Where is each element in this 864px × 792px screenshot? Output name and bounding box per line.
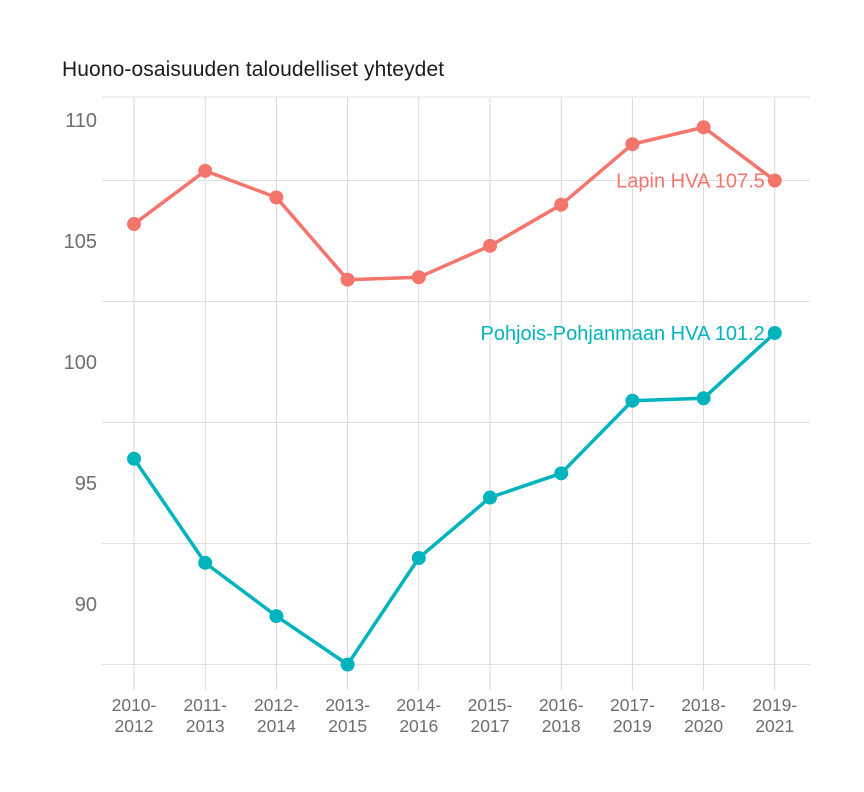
y-tick-label-100: 100 (64, 352, 97, 374)
y-tick-label-110: 110 (65, 110, 97, 132)
lapin-hva-end-label: Lapin HVA 107.5 (616, 171, 765, 193)
pohjois-pohjanmaan-hva-point-2012-2014 (269, 609, 284, 624)
y-tick-label-95: 95 (75, 473, 97, 495)
pohjois-pohjanmaan-hva-point-2019-2021 (767, 325, 782, 340)
y-tick-label-90: 90 (75, 594, 97, 616)
lapin-hva-point-2011-2013 (198, 163, 213, 178)
lapin-hva-point-2018-2020 (696, 120, 711, 135)
pohjois-pohjanmaan-hva-end-label: Pohjois-Pohjanmaan HVA 101.2 (481, 323, 765, 345)
lapin-hva-point-2014-2016 (411, 270, 426, 285)
lapin-hva-point-2012-2014 (269, 190, 284, 205)
lapin-hva-line (132, 125, 777, 282)
pohjois-pohjanmaan-hva-point-2018-2020 (696, 391, 711, 406)
y-tick-label-105: 105 (64, 231, 97, 253)
chart-title: Huono-osaisuuden taloudelliset yhteydet (62, 58, 445, 81)
pohjois-pohjanmaan-hva-point-2013-2015 (340, 657, 355, 672)
pohjois-pohjanmaan-hva-line (132, 331, 777, 667)
x-tick-label-2012-2014: 2012-2014 (254, 695, 299, 736)
x-tick-label-2010-2012: 2010-2012 (112, 695, 157, 736)
lapin-hva-point-2016-2018 (554, 197, 569, 212)
pohjois-pohjanmaan-hva-point-2016-2018 (554, 466, 569, 481)
pohjois-pohjanmaan-hva-point-2015-2017 (483, 490, 497, 505)
x-tick-label-2015-2017: 2015-2017 (468, 695, 513, 736)
x-tick-label-2014-2016: 2014-2016 (396, 695, 441, 736)
lapin-hva-point-2015-2017 (483, 238, 497, 253)
x-tick-label-2016-2018: 2016-2018 (539, 695, 584, 736)
pohjois-pohjanmaan-hva-point-2011-2013 (198, 555, 213, 570)
x-tick-label-2011-2013: 2011-2013 (183, 695, 227, 736)
lapin-hva-point-2010-2012 (127, 217, 141, 232)
x-tick-label-2018-2020: 2018-2020 (681, 695, 726, 736)
lapin-hva-point-2017-2019 (625, 137, 640, 152)
x-tick-label-2019-2021: 2019-2021 (752, 695, 797, 736)
x-tick-label-2013-2015: 2013-2015 (325, 695, 370, 736)
x-tick-label-2017-2019: 2017-2019 (610, 695, 655, 736)
pohjois-pohjanmaan-hva-point-2010-2012 (127, 451, 141, 466)
lapin-hva-point-2013-2015 (340, 272, 355, 287)
pohjois-pohjanmaan-hva-point-2014-2016 (411, 551, 426, 566)
pohjois-pohjanmaan-hva-point-2017-2019 (625, 393, 640, 408)
lapin-hva-point-2019-2021 (767, 173, 782, 188)
